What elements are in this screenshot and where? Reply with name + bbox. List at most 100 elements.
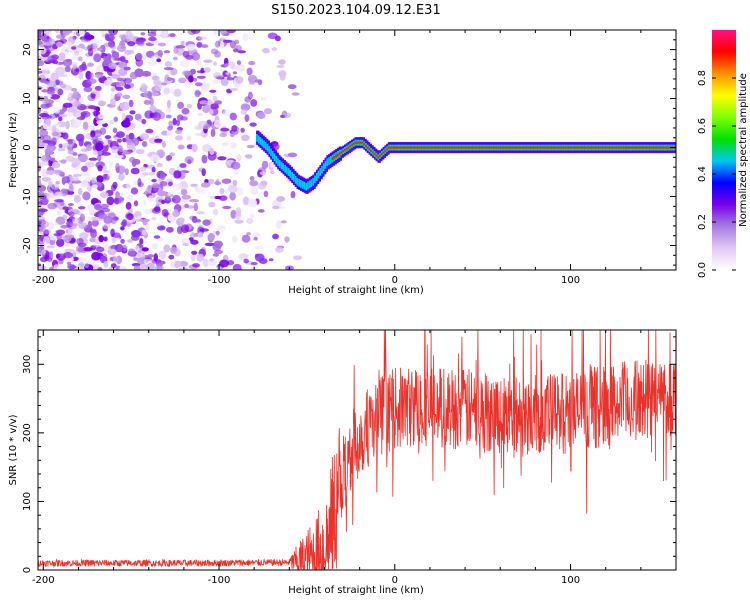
spectrogram-noise-blob xyxy=(137,181,144,188)
spectrogram-noise-blob xyxy=(76,47,84,52)
spectrogram-noise-blob xyxy=(47,202,57,210)
spectrogram-noise-blob xyxy=(218,195,228,201)
spectrogram-ridge-cell xyxy=(516,146,520,149)
spectrogram-ridge-cell xyxy=(644,146,648,149)
spectrogram-ridge-cell xyxy=(540,146,545,149)
spectrogram-noise-blob xyxy=(148,172,156,176)
spectrogram-noise-blob xyxy=(170,68,178,76)
spectrogram-noise-blob xyxy=(103,173,108,180)
spectrogram-noise-blob xyxy=(271,47,277,51)
spectrogram-noise-blob xyxy=(152,243,159,250)
spectrogram-noise-blob xyxy=(99,127,107,135)
spectrogram-noise-blob xyxy=(175,119,181,127)
spectrogram-noise-blob xyxy=(276,196,286,202)
spectrogram-noise-blob xyxy=(260,97,267,101)
spectrogram-noise-blob xyxy=(261,160,269,169)
spectrogram-noise-blob xyxy=(238,253,249,261)
spectrogram-noise-blob xyxy=(244,114,250,122)
spectrogram-noise-blob xyxy=(97,113,105,120)
spectrogram-noise-blob xyxy=(108,159,114,167)
spectrogram-noise-blob xyxy=(73,195,81,203)
spectrogram-noise-blob xyxy=(196,126,206,130)
spectrogram-ridge-cell xyxy=(533,146,538,149)
spectrogram-noise-blob xyxy=(219,187,225,195)
spectrogram-noise-blob xyxy=(96,175,104,183)
spectrogram-noise-blob xyxy=(68,211,75,217)
colorbar-gradient xyxy=(712,30,736,270)
spectrogram-ridge-cell xyxy=(523,146,527,149)
spectrogram-ridge-cell xyxy=(438,146,443,149)
spectrogram-noise-blob xyxy=(67,149,75,155)
spectrogram-ridge-cell xyxy=(326,158,330,167)
spectrogram-noise-blob xyxy=(216,225,226,232)
spectrogram-noise-blob xyxy=(107,169,112,178)
spectrogram-noise-blob xyxy=(222,70,228,78)
spectrogram-noise-blob xyxy=(38,178,42,185)
spectrogram-noise-blob xyxy=(71,93,80,100)
colorbar-tick-label: 0.0 xyxy=(697,262,708,278)
spectrogram-noise-blob xyxy=(203,258,209,268)
spectrogram-noise-blob xyxy=(188,75,194,83)
spectrogram-noise-blob xyxy=(49,236,58,241)
spectrogram-noise-blob xyxy=(209,89,217,93)
x-tick-label: -100 xyxy=(208,575,231,586)
spectrogram-noise-blob xyxy=(110,98,116,106)
spectrogram-ridge-cell xyxy=(568,146,573,149)
spectrogram-ridge-cell xyxy=(377,156,381,159)
spectrogram-noise-blob xyxy=(131,158,141,165)
spectrogram-noise-blob xyxy=(99,44,106,53)
spectrogram-noise-blob xyxy=(217,156,227,161)
spectrogram-noise-blob xyxy=(194,132,202,136)
spectrogram-noise-blob xyxy=(53,233,63,237)
spectrogram-noise-blob xyxy=(92,263,99,270)
spectrogram-noise-blob xyxy=(51,128,60,136)
spectrogram-ridge-cell xyxy=(266,143,270,152)
spectrogram-noise-blob xyxy=(279,114,285,118)
spectrogram-noise-blob xyxy=(93,110,99,117)
spectrogram-noise-blob xyxy=(196,253,205,262)
spectrogram-marks xyxy=(38,30,676,270)
spectrogram-noise-blob xyxy=(116,165,126,174)
spectrogram-noise-blob xyxy=(87,204,95,213)
spectrogram-noise-blob xyxy=(254,245,265,250)
x-tick-label: 0 xyxy=(392,275,398,286)
y-tick-label: 200 xyxy=(22,423,33,442)
spectrogram-noise-blob xyxy=(202,144,212,153)
spectrogram-noise-blob xyxy=(120,226,125,231)
spectrogram-noise-blob xyxy=(214,249,223,255)
spectrogram-ridge-cell xyxy=(604,146,608,149)
spectrogram-noise-blob xyxy=(82,247,93,252)
spectrogram-noise-blob xyxy=(161,199,166,205)
spectrogram-noise-blob xyxy=(42,100,49,105)
spectrogram-noise-blob xyxy=(118,172,125,181)
spectrogram-noise-blob xyxy=(224,63,230,67)
spectrogram-noise-blob xyxy=(161,209,169,217)
spectrogram-noise-blob xyxy=(94,85,102,91)
spectrogram-noise-blob xyxy=(196,60,202,66)
spectrogram-noise-blob xyxy=(69,265,78,270)
spectrogram-noise-blob xyxy=(141,229,146,236)
spectrogram-noise-blob xyxy=(110,263,117,269)
colorbar-tick-label: 0.2 xyxy=(697,214,708,230)
spectrogram-noise-blob xyxy=(276,64,285,68)
spectrogram-noise-blob xyxy=(233,48,239,53)
spectrogram-ridge-cell xyxy=(315,173,320,181)
x-tick-label: 0 xyxy=(392,575,398,586)
spectrogram-noise-blob xyxy=(268,258,274,262)
spectrogram-ridge-cell xyxy=(268,146,272,154)
spectrogram-ridge-cell xyxy=(449,146,453,149)
spectrogram-noise-blob xyxy=(97,154,102,162)
y-tick-label: 100 xyxy=(22,492,33,511)
spectrogram-noise-blob xyxy=(190,30,201,34)
spectrogram-noise-blob xyxy=(141,247,149,252)
spectrogram-noise-blob xyxy=(155,223,162,227)
spectrogram-ridge-cell xyxy=(525,146,529,149)
spectrogram-noise-blob xyxy=(151,166,156,173)
spectrogram-noise-blob xyxy=(168,254,175,260)
spectrogram-noise-blob xyxy=(77,256,88,265)
snr-ticks: -200 -100 0 100 0 100 200 300 xyxy=(22,330,677,586)
spectrogram-noise-blob xyxy=(102,165,107,172)
spectrogram-noise-blob xyxy=(180,40,185,46)
spectrogram-noise-blob xyxy=(249,213,255,219)
spectrogram-noise-blob xyxy=(175,45,186,49)
